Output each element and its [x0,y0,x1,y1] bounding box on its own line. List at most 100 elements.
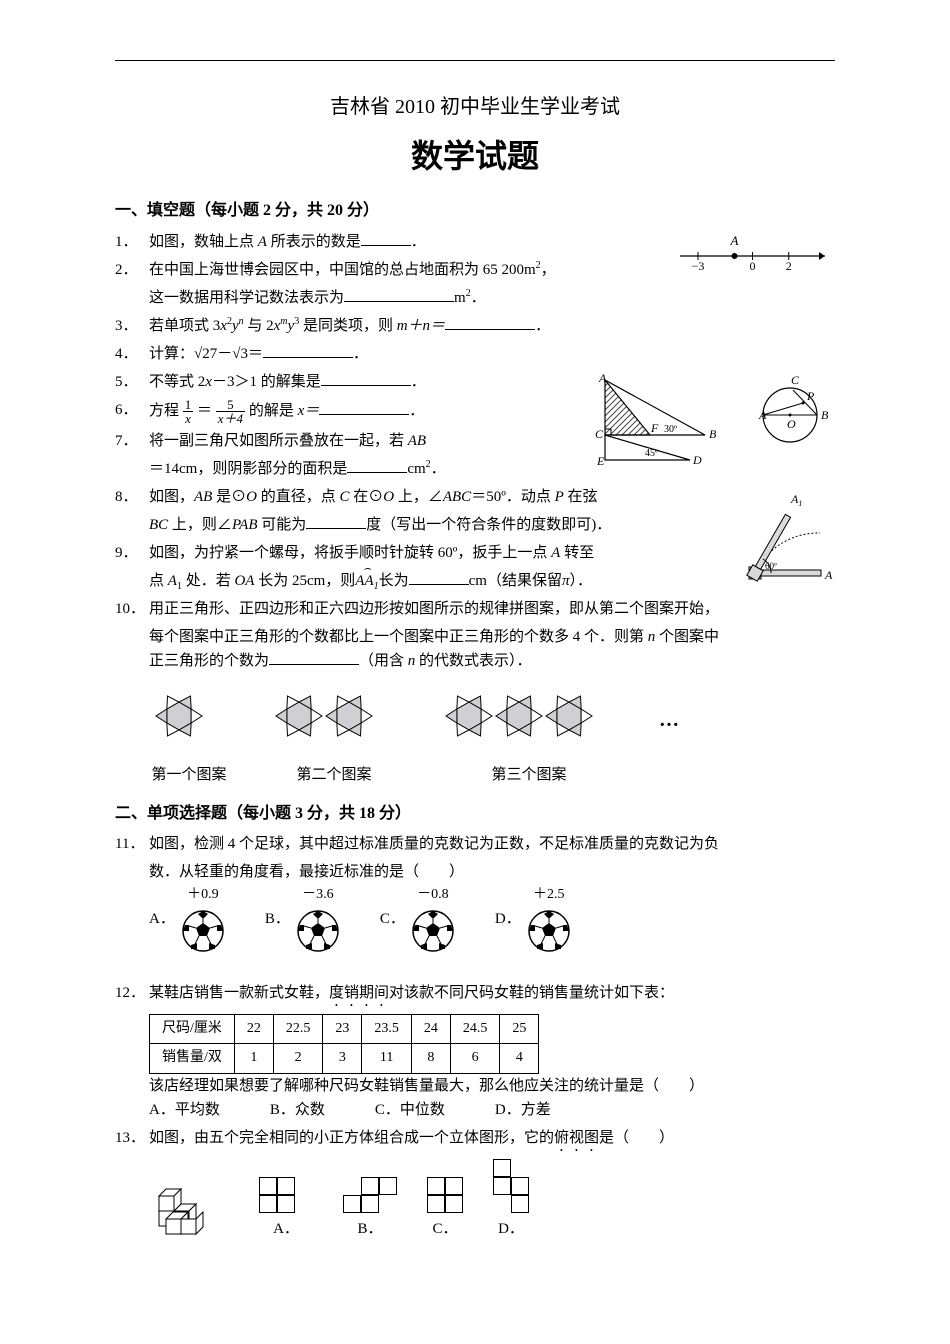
q9-angle: 60º [765,561,777,571]
q3-b: 与 2 [244,318,274,334]
tick-0: 0 [750,259,756,270]
q9-l2b: 处．若 [182,573,235,589]
tick-2: 2 [786,259,792,270]
triangles-figure-q7: A B C D E F 30º 45º [585,370,735,470]
td: 23.5 [362,1014,412,1043]
table-row: 尺码/厘米 22 22.5 23 23.5 24 24.5 25 [150,1014,539,1043]
td: 22 [234,1014,273,1043]
q8-ABC: ABC [443,489,471,505]
q5-blank [321,370,411,386]
question-13: 13． 如图，由五个完全相同的小正方体组合成一个立体图形，它的俯视图是（ ） [115,1126,835,1155]
q13-b: 是（ ） [599,1130,674,1146]
q8-AB: AB [194,489,212,505]
q2-num: 2． [115,258,149,282]
q9-l2d: 长为 [379,573,409,589]
q8-fig-P: P [806,389,815,403]
pcap-3: 第三个图案 [439,763,619,787]
soccer-ball-icon [527,909,571,953]
q3-a: 若单项式 3 [149,318,220,334]
soccer-ball-icon [411,909,455,953]
q7-F: F [650,421,659,435]
th-size: 尺码/厘米 [150,1014,235,1043]
q11-line2: 数．从轻重的角度看，最接近标准的是（ ） [115,860,835,884]
q11-optB-label: B． [265,907,290,931]
q5-x: x [205,374,212,390]
pattern-2 [269,681,399,759]
grid-B [343,1177,397,1213]
q7-30: 30º [664,424,677,435]
pattern-row: … [149,681,835,759]
q13-optA: A． [259,1177,313,1241]
header-rule [115,60,835,61]
q2-text-a: 在中国上海世博会园区中，中国馆的总占地面积为 65 200m [149,262,536,278]
q1-num: 1． [115,230,149,254]
q10-l2: 每个图案中正三角形的个数都比上一个图案中正三角形的个数多 4 个．则第 [149,629,648,645]
th-qty: 销售量/双 [150,1044,235,1073]
q6-blank [319,399,409,415]
q6-f2n: 5 [216,398,245,412]
q7-E: E [596,454,605,468]
q2-unit: m [454,290,466,306]
q8-l2c: 可能为 [258,517,307,533]
q12-num: 12． [115,981,149,1005]
td: 2 [273,1044,323,1073]
q3-blank [445,314,535,330]
q7-num: 7． [115,429,149,453]
q1-text-b: 所表示的数是 [267,234,361,250]
q7-AB: AB [408,433,426,449]
q9-l2c: 长为 25cm，则 [254,573,355,589]
q6-f2d: x＋4 [216,412,245,425]
q2-line2-text: 这一数据用科学记数法表示为 [149,290,344,306]
q13-optD: D． [493,1159,529,1241]
q8-O2: O [383,489,394,505]
q6-f1n: 1 [183,398,194,412]
q9-A: A [551,545,560,561]
q11-wD: ＋2.5 [533,884,565,906]
question-10: 10． 用正三角形、正四边形和正六四边形按如图所示的规律拼图案，即从第二个图案开… [115,597,835,621]
q6-frac1: 1x [183,398,194,425]
td: 11 [362,1044,412,1073]
exam-subject-title: 数学试题 [115,131,835,182]
q10-line3: 正三角形的个数为（用含 n 的代数式表示）． [115,649,835,673]
q10-line2: 每个图案中正三角形的个数都比上一个图案中正三角形的个数多 4 个．则第 n 个图… [115,625,835,649]
q3-num: 3． [115,314,149,338]
q12-line3: 该店经理如果想要了解哪种尺码女鞋销售量最大，那么他应关注的统计量是（ ） [115,1074,835,1098]
question-11: 11． 如图，检测 4 个足球，其中超过标准质量的克数记为正数，不足标准质量的克… [115,832,835,856]
soccer-c: －0.8 [411,884,455,952]
pattern-3 [439,681,619,759]
q2-line2: 这一数据用科学记数法表示为m2． [115,286,835,310]
q1-tail: ． [411,234,426,250]
q2-text-b: ， [541,262,556,278]
q7-unit: cm [407,461,425,477]
q12-ud: 度销期间 [329,985,389,1001]
q5-a: 不等式 2 [149,374,205,390]
q3-y1: y [232,318,239,334]
q13-a: 如图，由五个完全相同的小正方体组合成一个立体图形，它的 [149,1130,554,1146]
q10-a: 用正三角形、正四边形和正六四边形按如图所示的规律拼图案，即从第二个图案开始， [149,601,719,617]
q3-x1: x [220,318,227,334]
q6-num: 6． [115,398,149,422]
td: 24.5 [450,1014,500,1043]
q5-num: 5． [115,370,149,394]
table-row: 销售量/双 1 2 3 11 8 6 4 [150,1044,539,1073]
q7-C: C [595,427,604,441]
q10-l3b: （用含 [359,653,408,669]
q7-B: B [709,427,717,441]
q13-labD: D． [498,1217,524,1241]
q11-num: 11． [115,832,149,856]
q9-fig-A: A [824,568,833,582]
td: 3 [323,1044,362,1073]
section-1-header: 一、填空题（每小题 2 分，共 20 分） [115,198,835,224]
circle-figure-q8: A B C O P [745,370,835,450]
q8-O1: O [246,489,257,505]
q9-arc: AA1 [355,569,378,593]
q11-a: 如图，检测 4 个足球，其中超过标准质量的克数记为正数，不足标准质量的克数记为负 [149,836,719,852]
question-12: 12． 某鞋店销售一款新式女鞋，度销期间对该款不同尺码女鞋的销售量统计如下表： [115,981,835,1010]
section-2-header: 二、单项选择题（每小题 3 分，共 18 分） [115,801,835,827]
q3-mn: m＋n＝ [397,318,445,334]
q12-a: 某鞋店销售一款新式女鞋， [149,985,329,1001]
q9-OA: OA [234,573,254,589]
td: 8 [411,1044,450,1073]
question-7: 7． 将一副三角尺如图所示叠放在一起，若 AB [115,429,575,453]
q13-labB: B． [357,1217,382,1241]
